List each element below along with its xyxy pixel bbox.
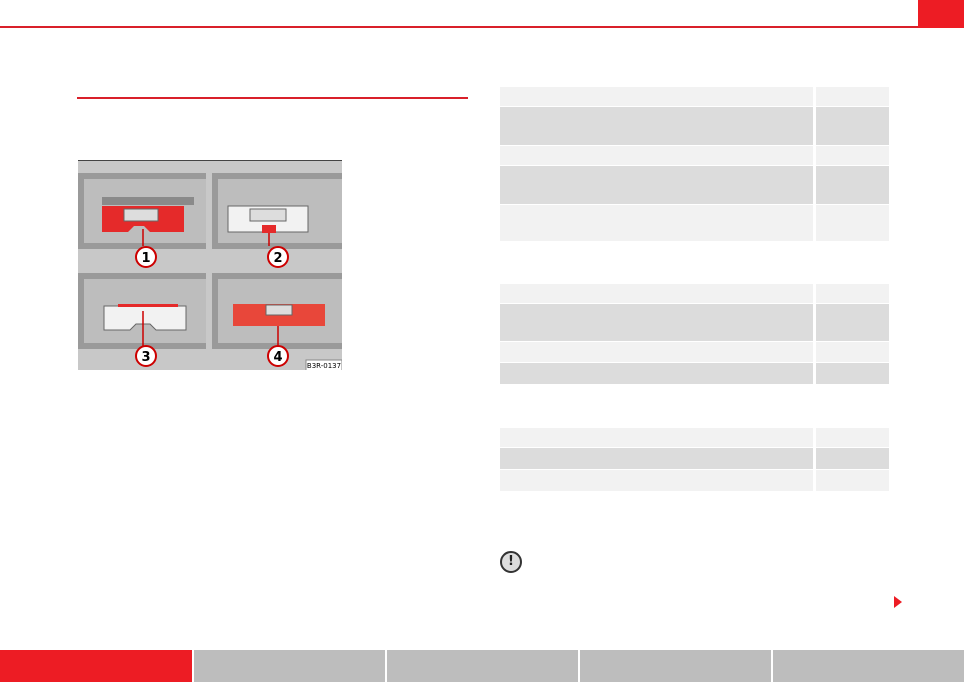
callout-4: 4 [273,350,282,365]
table-row [500,428,889,447]
table-row [500,284,889,303]
figure-code: B3R-0137 [307,362,341,370]
table-row [500,166,889,204]
panel-3: 3 [78,273,206,367]
chapter-tab[interactable] [918,0,964,28]
callout-3: 3 [141,350,150,365]
table-row [500,87,889,106]
panel-4: 4 [212,273,342,367]
callout-1: 1 [141,251,150,266]
footer-tab-1[interactable] [0,650,192,682]
table-row [500,146,889,165]
table-row [500,107,889,145]
header-rule [0,26,918,28]
callout-2: 2 [273,251,282,266]
next-page-arrow-icon[interactable] [894,596,902,608]
panel-2: 2 [212,173,342,268]
section-rule [77,97,468,99]
footer-tab-4[interactable] [580,650,771,682]
figure-fuse-types: 1 2 3 4 B3R-0137 [78,160,342,370]
table-row [500,304,889,341]
table-row [500,342,889,362]
footer-tab-2[interactable] [194,650,385,682]
exclamation-circle-icon: ! [500,551,522,573]
panel-1: 1 [78,173,206,268]
footer-tab-3[interactable] [387,650,578,682]
table-row [500,205,889,241]
table-row [500,363,889,384]
table-row [500,470,889,491]
table-row [500,448,889,469]
footer-tab-5[interactable] [773,650,964,682]
